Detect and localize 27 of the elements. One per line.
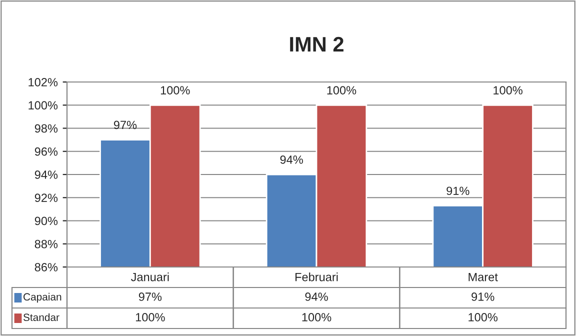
y-tick-label: 88% [34,240,58,248]
data-label: 100% [468,313,498,322]
text: 94% [280,155,303,164]
data-label: 97% [138,292,162,301]
text: 100% [494,86,522,94]
y-tick-label: 86% [34,263,58,272]
chart-title: IMN 2 [290,36,344,52]
y-tick-label: 96% [34,147,58,156]
data-label: 91% [472,292,494,301]
text: 91% [446,186,470,196]
legend-label: Capaian [24,292,62,303]
text: 97% [114,120,137,130]
x-tick-label: Januari [130,272,169,282]
data-label: 94% [305,292,328,301]
data-label: 100% [136,313,165,322]
y-tick-label: 94% [34,170,58,179]
y-tick-label: 98% [34,124,58,133]
y-tick-label: 102% [28,78,58,86]
legend-label: Standar [23,313,60,322]
data-label: 100% [302,313,332,322]
x-tick-label: Februari [295,272,338,282]
y-tick-label: 100% [28,101,58,110]
x-tick-label: Maret [468,272,498,282]
text: 100% [160,86,190,94]
y-tick-label: 92% [34,194,58,202]
y-tick-label: 90% [34,216,58,226]
text: 100% [327,86,356,94]
